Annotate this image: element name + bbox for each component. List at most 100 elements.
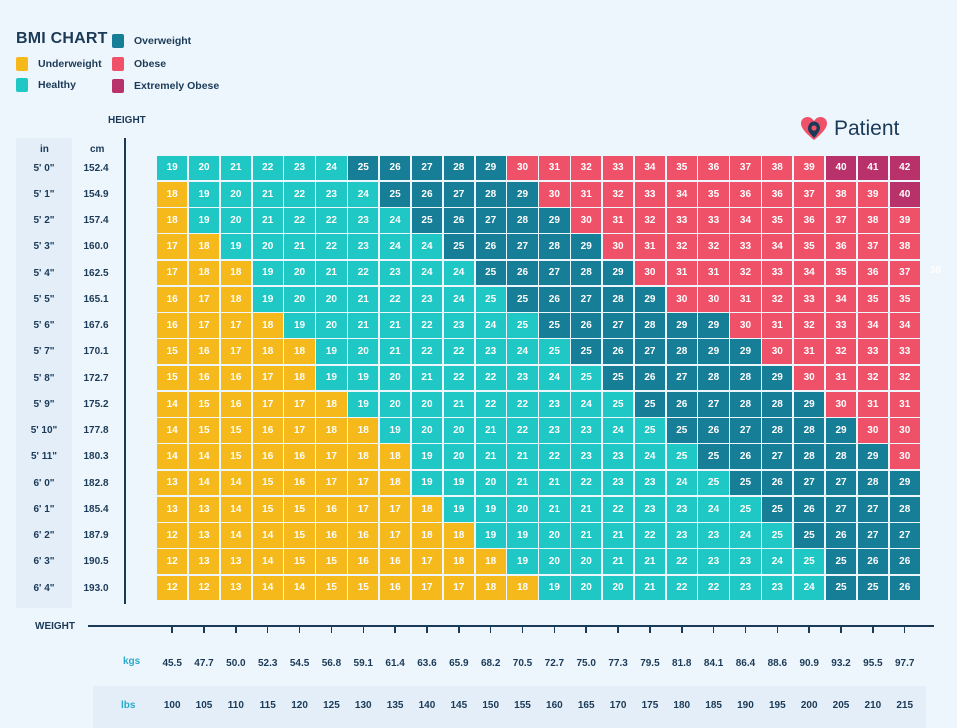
bmi-cell: 18: [157, 208, 188, 233]
bmi-cell: 15: [284, 523, 315, 548]
bmi-cell: 29: [634, 286, 666, 312]
bmi-cell: 15: [316, 575, 347, 601]
bmi-cell: 26: [889, 549, 920, 574]
height-cm-label: 185.4: [83, 503, 109, 515]
bmi-cell: 20: [571, 549, 602, 574]
bmi-cell: 33: [730, 234, 761, 259]
bmi-cell: 18: [220, 286, 252, 312]
bmi-cell: 18: [348, 418, 379, 443]
height-in-label: 6' 3": [33, 556, 55, 568]
bmi-cell: 23: [666, 496, 697, 522]
bmi-cell: 19: [443, 470, 474, 496]
kg-tick-label: 54.5: [289, 658, 310, 669]
bmi-cell: 19: [220, 234, 252, 259]
bmi-cell: 27: [794, 470, 825, 496]
bmi-cell: 23: [602, 470, 634, 496]
bmi-cell: 27: [762, 444, 793, 469]
x-tick: [872, 626, 874, 633]
bmi-cell: 28: [825, 444, 857, 469]
legend-label: Healthy: [38, 79, 76, 91]
bmi-cell: 19: [411, 470, 443, 496]
bmi-cell: 17: [188, 313, 220, 338]
bmi-cell: 38: [762, 155, 793, 181]
bmi-cell: 34: [825, 286, 857, 312]
bmi-cell: 22: [666, 549, 697, 574]
bmi-cell: 29: [698, 339, 729, 364]
bmi-cell: 20: [411, 391, 443, 417]
x-tick: [617, 626, 619, 633]
bmi-cell: 26: [762, 470, 793, 496]
bmi-cell: 20: [443, 418, 474, 443]
bmi-cell: 28: [634, 313, 666, 338]
bmi-cell: 23: [443, 313, 474, 338]
bmi-cell: 25: [571, 339, 602, 364]
bmi-cell: 22: [316, 234, 347, 259]
x-tick: [712, 626, 715, 633]
bmi-cell: 23: [316, 181, 347, 207]
bmi-cell: 37: [730, 155, 761, 181]
lb-tick-label: 205: [832, 700, 850, 711]
bmi-cell: 32: [794, 313, 825, 338]
bmi-cell: 38: [825, 181, 857, 207]
lb-tick-label: 170: [609, 700, 627, 711]
x-tick: [171, 626, 173, 633]
kg-tick-label: 50.0: [226, 658, 246, 669]
legend-swatch: [112, 57, 124, 71]
bmi-cell: 19: [316, 339, 347, 364]
bmi-cell: 23: [348, 234, 379, 259]
x-tick: [553, 626, 556, 633]
height-in-label: 5' 8": [33, 372, 55, 384]
bmi-cell: 30: [794, 365, 825, 391]
bmi-cell: 18: [188, 260, 220, 286]
bmi-cell: 23: [284, 155, 315, 181]
bmi-cell: 23: [539, 391, 570, 417]
bmi-cell: 28: [794, 444, 825, 469]
legend-label: Extremely Obese: [134, 80, 220, 92]
x-tick: [266, 626, 269, 633]
x-tick: [681, 626, 683, 633]
lb-tick-label: 120: [291, 700, 308, 711]
bmi-cell: 15: [157, 339, 188, 364]
bmi-cell: 14: [157, 391, 188, 417]
bmi-cell: 18: [475, 575, 506, 601]
bmi-cell: 21: [475, 444, 506, 469]
legend-swatch: [112, 79, 124, 93]
bmi-cell: 19: [157, 155, 188, 181]
bmi-cell: 22: [634, 523, 666, 548]
height-in-label: 6' 2": [33, 530, 55, 541]
bmi-cell: 22: [379, 286, 411, 312]
bmi-cell: 14: [188, 470, 220, 496]
height-cm-label: 165.1: [83, 293, 109, 305]
y-axis-label: HEIGHT: [108, 115, 146, 126]
x-tick: [744, 626, 747, 633]
height-cm-label: 154.9: [83, 188, 109, 200]
bmi-cell: 25: [348, 155, 379, 181]
lb-tick-label: 185: [705, 700, 722, 711]
bmi-cell: 23: [571, 444, 602, 469]
bmi-cell: 15: [284, 549, 315, 574]
bmi-cell: 20: [539, 549, 570, 574]
bmi-cell: 25: [539, 339, 570, 364]
legend-label: Obese: [134, 58, 167, 70]
bmi-cell: 13: [188, 496, 220, 522]
bmi-cell: 24: [762, 549, 793, 574]
bmi-cell: 17: [379, 496, 411, 522]
bmi-cell: 16: [379, 549, 411, 574]
unit-in-label: in: [40, 144, 49, 155]
bmi-cell: 38: [857, 208, 889, 233]
kg-tick-label: 72.7: [544, 658, 565, 669]
bmi-cell: 35: [825, 260, 857, 286]
bmi-cell: 33: [794, 286, 825, 312]
bmi-cell: 14: [220, 496, 252, 522]
bmi-cell: 20: [188, 155, 220, 181]
height-in-label: 5' 5": [33, 293, 55, 305]
kg-tick-label: 75.0: [576, 658, 596, 669]
bmi-cell: 19: [252, 286, 283, 312]
bmi-cell: 25: [571, 365, 602, 391]
bmi-cell: 26: [571, 313, 602, 338]
bmi-cell: 19: [188, 208, 220, 233]
bmi-cell: 23: [475, 339, 506, 364]
bmi-cell: 16: [188, 365, 220, 391]
bmi-cell: 20: [475, 470, 506, 496]
kg-tick-label: 93.2: [831, 658, 851, 669]
